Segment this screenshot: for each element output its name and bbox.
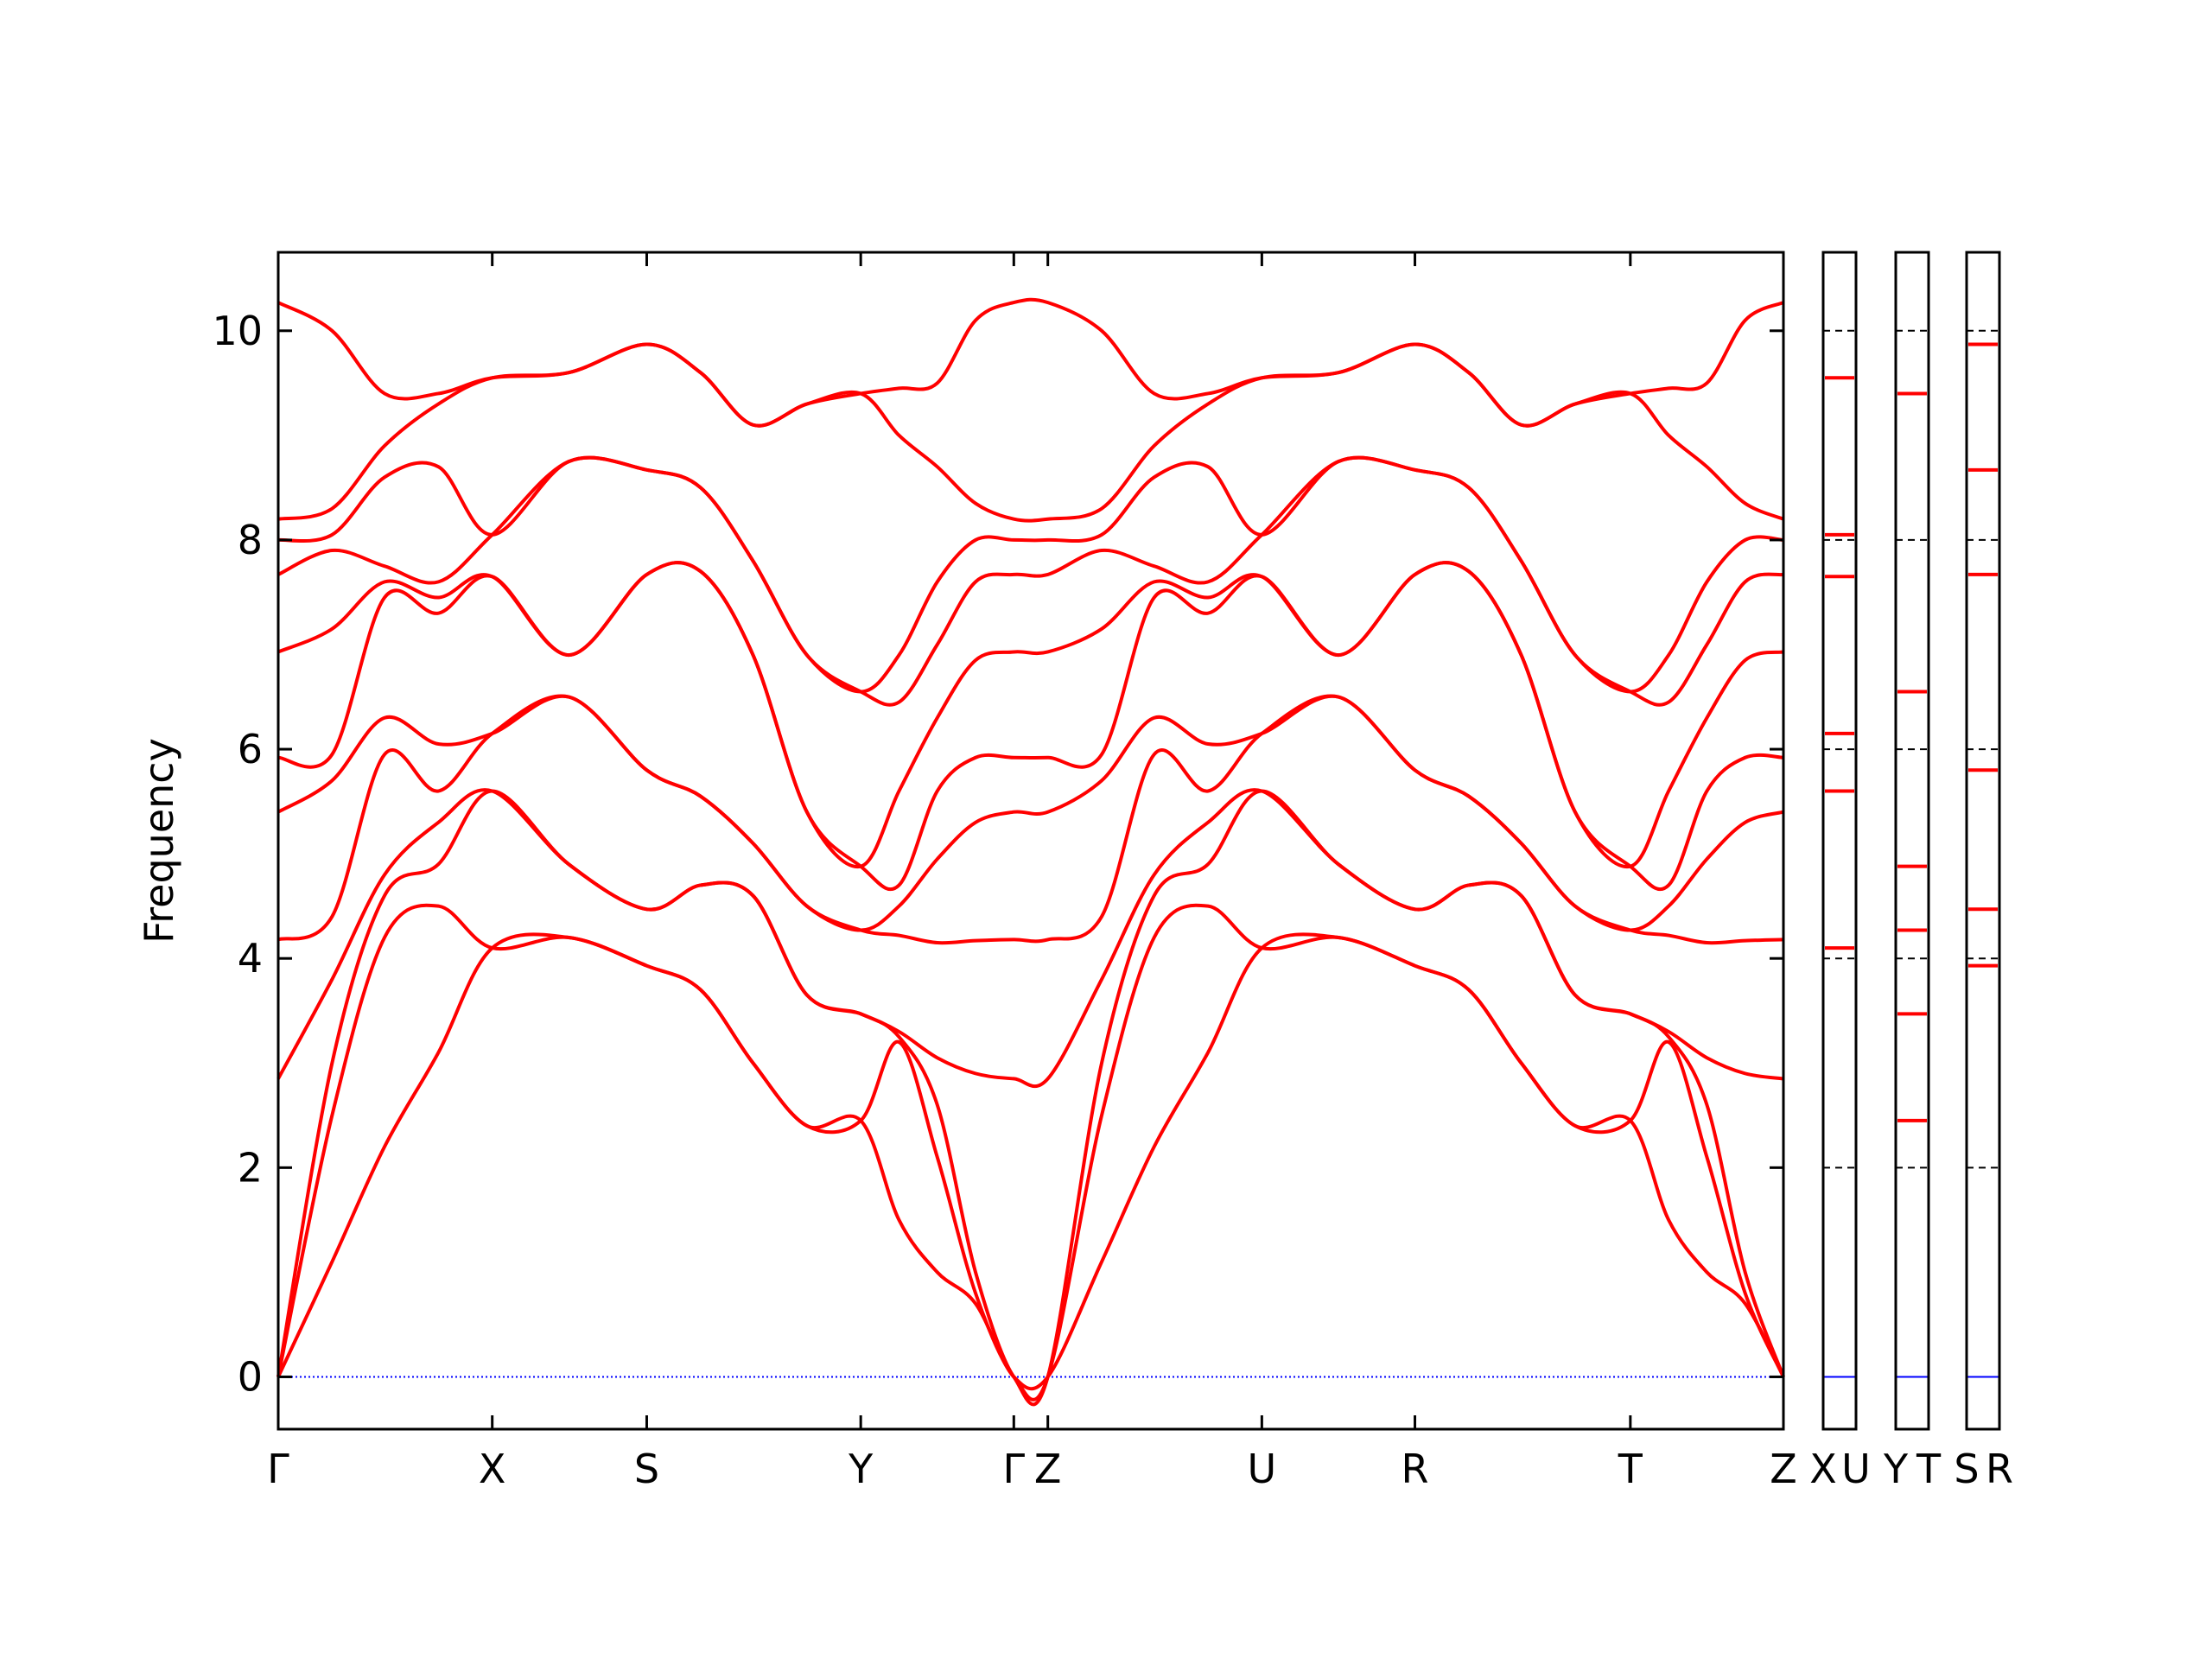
band bbox=[276, 788, 1784, 1089]
band bbox=[277, 342, 1784, 523]
band bbox=[277, 694, 1784, 945]
y-tick-label: 6 bbox=[238, 726, 263, 772]
y-axis-label: Frequency bbox=[136, 738, 182, 944]
y-tick-label: 10 bbox=[212, 308, 263, 354]
panel-label: R bbox=[1986, 1446, 2013, 1492]
band bbox=[277, 561, 1784, 869]
x-tick-label: Γ bbox=[1002, 1446, 1025, 1492]
x-tick-label: Y bbox=[848, 1446, 874, 1492]
panel-label: Y bbox=[1883, 1446, 1909, 1492]
x-tick-label: Z bbox=[1770, 1446, 1797, 1492]
plot-frame bbox=[276, 251, 1785, 1431]
x-tick-label: Γ bbox=[267, 1446, 289, 1492]
band bbox=[276, 694, 1784, 932]
panel-label: U bbox=[1841, 1446, 1871, 1492]
y-tick-label: 4 bbox=[238, 935, 263, 982]
panel-frame bbox=[1965, 251, 2001, 1431]
band bbox=[277, 455, 1784, 694]
band bbox=[277, 297, 1784, 428]
panel-frame bbox=[1894, 251, 1930, 1431]
y-tick-label: 2 bbox=[238, 1144, 263, 1191]
x-tick-label: U bbox=[1248, 1446, 1277, 1492]
band bbox=[276, 932, 1785, 1391]
y-tick-label: 8 bbox=[238, 517, 263, 563]
x-tick-label: R bbox=[1402, 1446, 1429, 1492]
band bbox=[277, 455, 1784, 707]
band bbox=[276, 903, 1785, 1402]
band bbox=[276, 789, 1785, 1407]
panel-label: T bbox=[1916, 1446, 1942, 1492]
y-tick-label: 0 bbox=[238, 1353, 263, 1400]
x-tick-label: X bbox=[479, 1446, 506, 1492]
panel-label: X bbox=[1809, 1446, 1837, 1492]
x-tick-label: T bbox=[1618, 1446, 1643, 1492]
x-tick-label: Z bbox=[1034, 1446, 1062, 1492]
x-tick-label: S bbox=[634, 1446, 659, 1492]
panel-frame bbox=[1821, 251, 1858, 1431]
panel-label: S bbox=[1954, 1446, 1979, 1492]
